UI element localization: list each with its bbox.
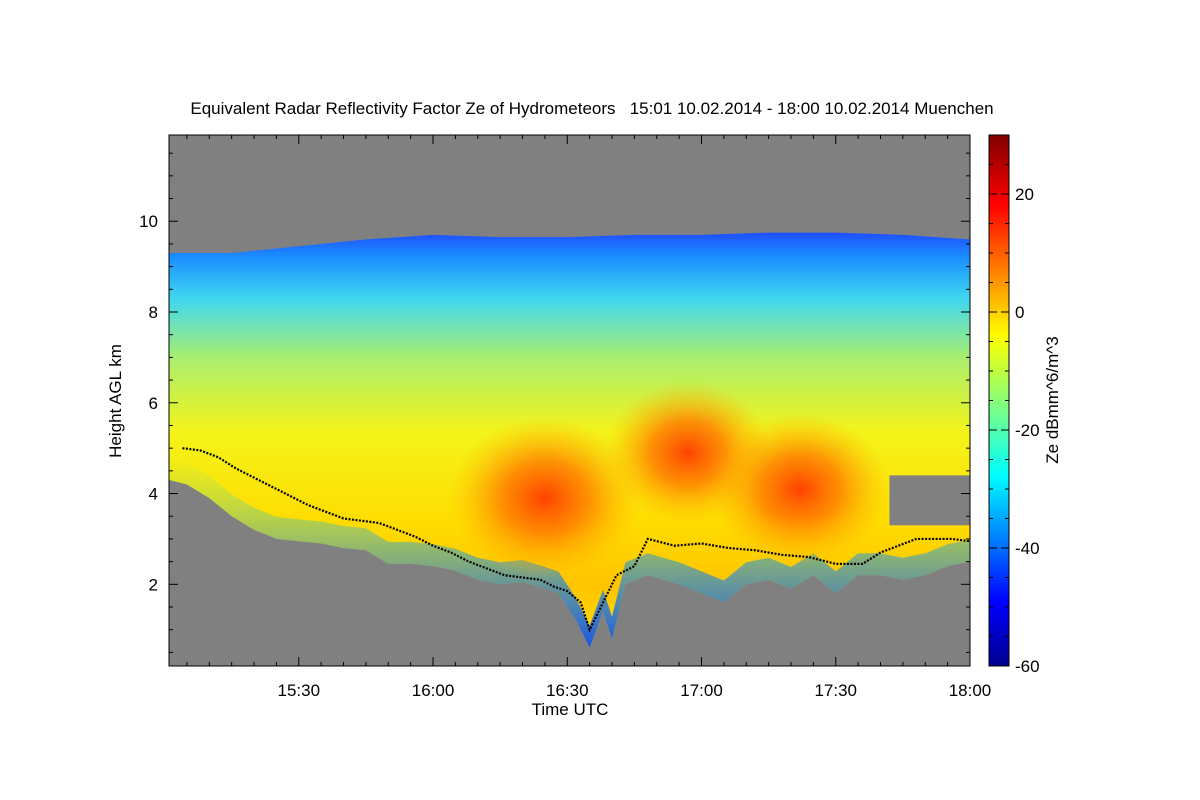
- y-tick-label: 10: [139, 212, 158, 231]
- y-tick-label: 2: [149, 575, 158, 594]
- plot-area: [169, 135, 970, 666]
- y-tick-label: 6: [149, 394, 158, 413]
- chart-title: Equivalent Radar Reflectivity Factor Ze …: [190, 99, 993, 118]
- y-tick-label: 8: [149, 303, 158, 322]
- echo-free-gap: [889, 475, 970, 525]
- x-tick-label: 16:00: [412, 681, 455, 700]
- y-tick-label: 4: [149, 485, 158, 504]
- reflectivity-core: [710, 413, 890, 566]
- colorbar-tick-label: 20: [1015, 185, 1034, 204]
- x-tick-label: 17:30: [814, 681, 857, 700]
- colorbar-tick-label: -20: [1015, 421, 1040, 440]
- colorbar-label: Ze dBmm^6/m^3: [1043, 336, 1062, 463]
- colorbar-tick-label: -60: [1015, 657, 1040, 676]
- x-tick-label: 16:30: [546, 681, 589, 700]
- colorbar-tick-label: 0: [1015, 303, 1024, 322]
- x-tick-label: 17:00: [680, 681, 723, 700]
- x-axis-label: Time UTC: [532, 700, 609, 719]
- y-axis-label: Height AGL km: [106, 344, 125, 458]
- x-tick-label: 18:00: [949, 681, 992, 700]
- x-tick-label: 15:30: [277, 681, 320, 700]
- radar-reflectivity-chart: Equivalent Radar Reflectivity Factor Ze …: [0, 0, 1200, 800]
- colorbar: -60 -40 -20 0 20: [989, 135, 1040, 676]
- colorbar-tick-label: -40: [1015, 539, 1040, 558]
